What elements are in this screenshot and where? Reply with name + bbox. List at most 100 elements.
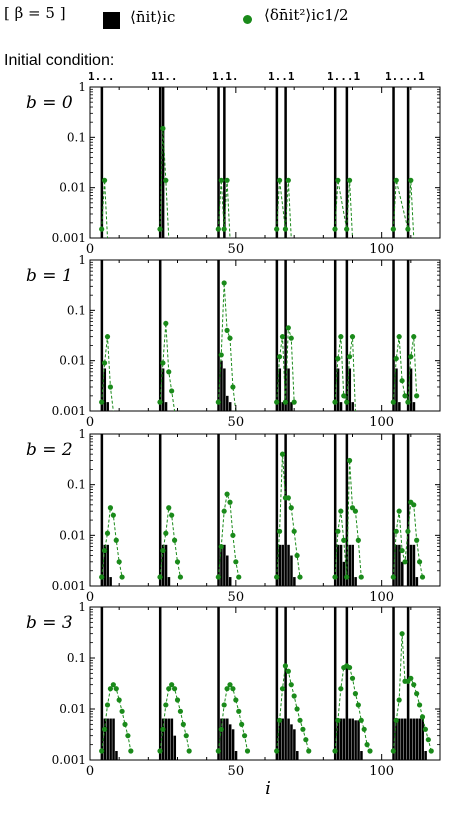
bar (161, 718, 165, 760)
bar (421, 718, 424, 760)
bar (161, 368, 165, 411)
data-point (332, 574, 338, 580)
data-point (396, 697, 402, 703)
data-point (221, 702, 227, 708)
data-point (355, 702, 361, 708)
data-point (367, 748, 373, 754)
plot-frame (89, 606, 441, 761)
x-tick-label: 50 (228, 764, 245, 779)
data-point (335, 355, 341, 362)
data-point (122, 721, 128, 727)
x-tick-label: 0 (86, 415, 94, 430)
x-tick-label: 100 (369, 242, 394, 257)
data-point (288, 505, 294, 511)
data-point (166, 505, 172, 511)
data-point (227, 335, 233, 341)
data-point (399, 547, 405, 554)
bar (412, 402, 416, 411)
x-tick-label: 0 (86, 590, 94, 605)
data-point (390, 574, 396, 580)
data-point (107, 686, 114, 692)
data-point (169, 682, 175, 688)
data-point (116, 697, 122, 703)
y-tick-label: 0.001 (52, 753, 86, 767)
x-axis-label: i (265, 778, 271, 799)
data-point (160, 360, 166, 366)
bar (100, 87, 104, 238)
ic-label-1: 1... (88, 70, 115, 83)
data-point (99, 748, 105, 754)
panel-label: b = 3 (26, 613, 73, 633)
bar (228, 402, 232, 411)
series-line (334, 460, 362, 578)
data-point (160, 726, 166, 732)
data-point (402, 559, 408, 565)
bar (161, 87, 165, 238)
data-point (396, 334, 402, 340)
plot-frame (89, 433, 441, 587)
series-line (101, 336, 114, 412)
series-line (276, 454, 301, 578)
bar (424, 751, 427, 760)
data-point (414, 537, 420, 543)
bar (357, 720, 360, 760)
bar (392, 434, 395, 586)
data-point (346, 664, 353, 671)
bar (406, 87, 410, 238)
data-point (218, 726, 224, 732)
data-point (297, 717, 303, 723)
data-point (180, 721, 186, 727)
x-tick-label: 0 (86, 764, 94, 779)
y-tick-label: 0.1 (67, 130, 86, 144)
bar (112, 718, 115, 760)
bar (228, 724, 232, 760)
data-point (169, 512, 175, 518)
data-point (101, 726, 108, 732)
series-line (334, 336, 356, 412)
bar (333, 87, 337, 238)
y-tick-label: 1 (78, 80, 86, 94)
data-point (355, 537, 361, 543)
bar (403, 718, 407, 760)
bar (348, 544, 352, 586)
series-line (159, 128, 170, 239)
bar (167, 577, 171, 586)
data-point (405, 399, 411, 405)
bar (109, 577, 112, 586)
data-point (215, 399, 221, 405)
bar (103, 368, 107, 411)
data-point (344, 226, 350, 232)
bar (158, 434, 162, 586)
data-point (405, 226, 411, 232)
bar (290, 724, 293, 760)
data-point (303, 737, 309, 743)
bar (392, 607, 395, 760)
data-point (215, 226, 221, 232)
data-point (419, 714, 426, 720)
y-tick-label: 1 (78, 253, 86, 267)
data-point (414, 691, 420, 697)
data-point (282, 399, 289, 405)
bar (339, 544, 343, 586)
data-point (390, 226, 396, 232)
data-point (125, 733, 131, 739)
data-point (236, 708, 242, 714)
y-tick-label: 0.001 (52, 231, 86, 245)
bar (220, 360, 223, 411)
data-point (274, 574, 280, 580)
legend-bar-label: ⟨n̄it⟩ic (130, 8, 176, 26)
bar (278, 718, 282, 760)
x-tick-label: 50 (228, 590, 245, 605)
bar (293, 729, 296, 760)
data-point (224, 491, 230, 497)
data-point (358, 717, 364, 723)
data-point (349, 675, 356, 681)
bar (167, 718, 171, 760)
bar (217, 434, 220, 586)
bar (217, 607, 220, 760)
bar (278, 368, 282, 411)
bar (354, 577, 357, 586)
data-point (160, 125, 166, 132)
bar (342, 561, 346, 586)
panel-label: b = 2 (26, 440, 73, 460)
